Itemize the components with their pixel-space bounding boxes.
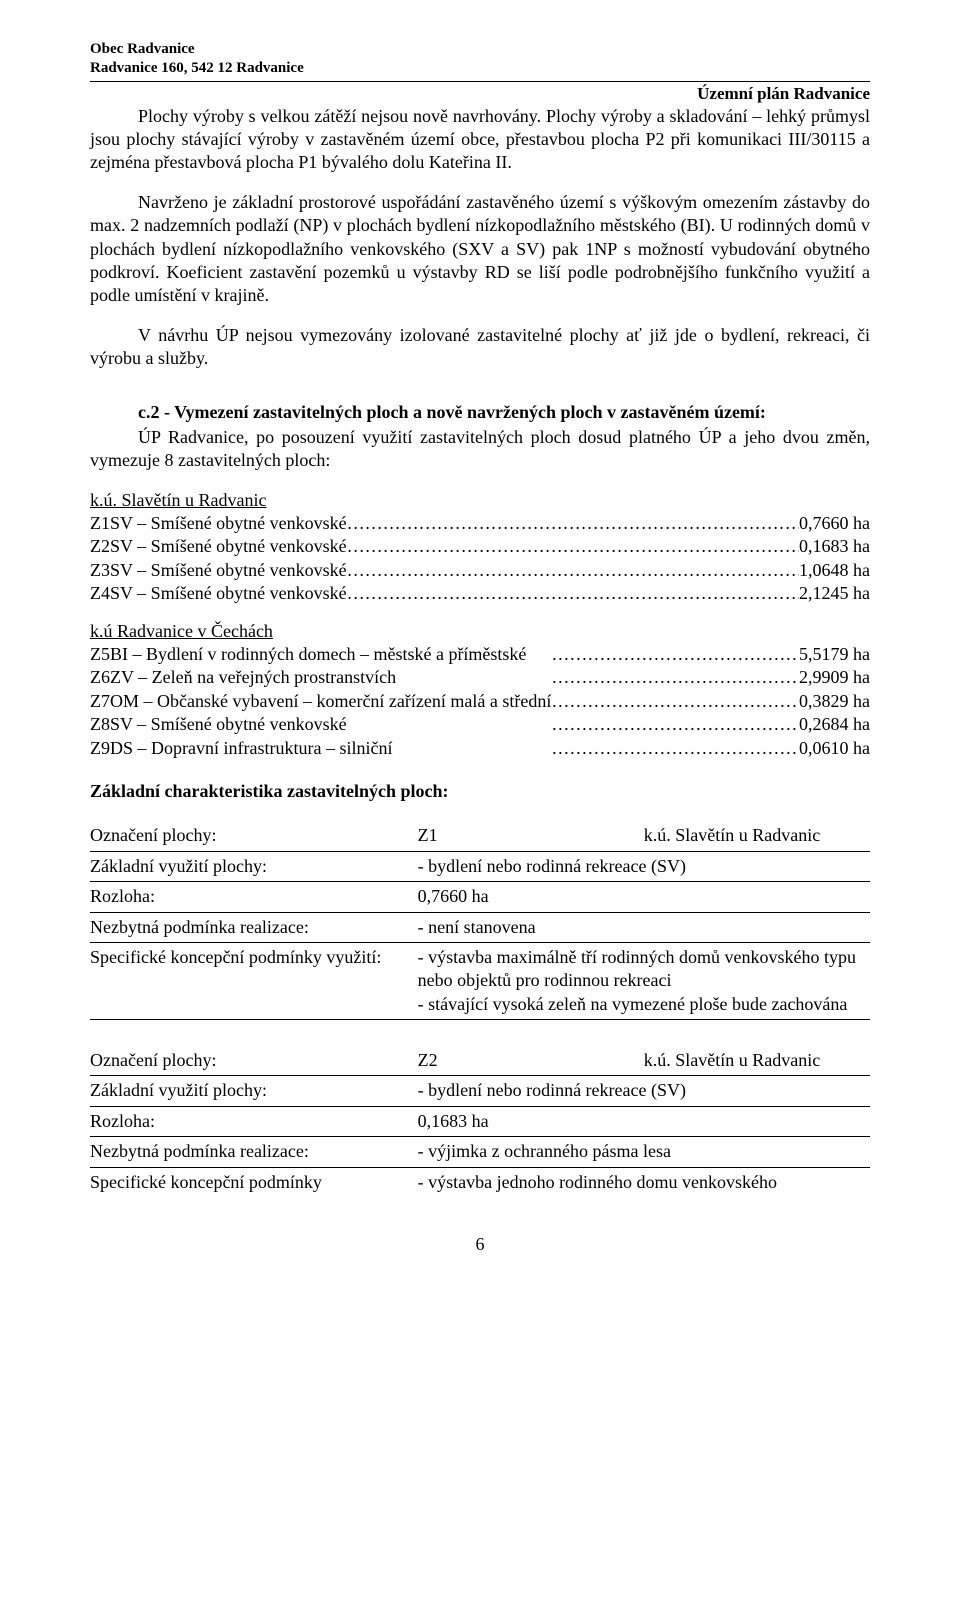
table-row: Označení plochy: Z2 k.ú. Slavětín u Radv… [90, 1046, 870, 1076]
page: Obec Radvanice Radvanice 160, 542 12 Rad… [0, 0, 960, 1296]
zone-label: DS – Dopravní infrastruktura – silniční [110, 737, 551, 760]
zone-value: 0,0610 ha [799, 737, 870, 760]
table-row: Základní využití plochy: - bydlení nebo … [90, 1076, 870, 1106]
zone-code: Z8 [90, 713, 110, 736]
dots [347, 512, 799, 535]
paragraph-1: Plochy výroby s velkou zátěží nejsou nov… [90, 105, 870, 175]
zone-label: SV – Smíšené obytné venkovské [110, 559, 347, 582]
zone-value: 0,1683 ha [799, 535, 870, 558]
zone-code: Z1 [90, 512, 110, 535]
table-row: Z9 DS – Dopravní infrastruktura – silnič… [90, 737, 870, 760]
header-left: Obec Radvanice Radvanice 160, 542 12 Rad… [90, 40, 870, 78]
table-row: Označení plochy: Z1 k.ú. Slavětín u Radv… [90, 821, 870, 851]
characteristics-table-z2: Označení plochy: Z2 k.ú. Slavětín u Radv… [90, 1046, 870, 1197]
table-row: Z3 SV – Smíšené obytné venkovské 1,0648 … [90, 559, 870, 582]
table-row: Specifické koncepční podmínky využití: -… [90, 942, 870, 1019]
char-label: Nezbytná podmínka realizace: [90, 1137, 418, 1167]
dots [551, 690, 799, 713]
char-value: - bydlení nebo rodinná rekreace (SV) [418, 851, 870, 881]
zone-label: BI – Bydlení v rodinných domech – městsk… [110, 643, 551, 666]
table-row: Z8 SV – Smíšené obytné venkovské 0,2684 … [90, 713, 870, 736]
zone-value: 5,5179 ha [799, 643, 870, 666]
table-row: Rozloha: 0,7660 ha [90, 882, 870, 912]
zone-code: Z2 [90, 535, 110, 558]
zone-code: Z6 [90, 666, 110, 689]
ku2-title: k.ú Radvanice v Čechách [90, 620, 870, 643]
ku1-table: Z1 SV – Smíšené obytné venkovské 0,7660 … [90, 512, 870, 606]
zone-label: SV – Smíšené obytné venkovské [110, 582, 347, 605]
dots [551, 737, 799, 760]
table-row: Z6 ZV – Zeleň na veřejných prostranstvíc… [90, 666, 870, 689]
char-label: Základní využití plochy: [90, 1076, 418, 1106]
zone-label: OM – Občanské vybavení – komerční zaříze… [110, 690, 551, 713]
dots [347, 582, 799, 605]
zone-label: ZV – Zeleň na veřejných prostranstvích [110, 666, 551, 689]
zone-value: 0,2684 ha [799, 713, 870, 736]
char-mid: Z2 [418, 1046, 644, 1076]
table-row: Z2 SV – Smíšené obytné venkovské 0,1683 … [90, 535, 870, 558]
section-c2-intro: ÚP Radvanice, po posouzení využití zasta… [90, 426, 870, 473]
paragraph-3: V návrhu ÚP nejsou vymezovány izolované … [90, 324, 870, 371]
dots [551, 666, 799, 689]
ku2-table: Z5 BI – Bydlení v rodinných domech – měs… [90, 643, 870, 760]
characteristics-title: Základní charakteristika zastavitelných … [90, 780, 870, 803]
zone-value: 1,0648 ha [799, 559, 870, 582]
dots [551, 643, 799, 666]
dots [347, 559, 799, 582]
char-value: - výstavba jednoho rodinného domu venkov… [418, 1167, 870, 1197]
header-line2: Radvanice 160, 542 12 Radvanice [90, 59, 870, 78]
table-row: Nezbytná podmínka realizace: - není stan… [90, 912, 870, 942]
section-c2-title: c.2 - Vymezení zastavitelných ploch a no… [90, 401, 870, 424]
paragraph-2: Navrženo je základní prostorové uspořádá… [90, 191, 870, 308]
char-value: - výjimka z ochranného pásma lesa [418, 1137, 870, 1167]
table-row: Z7 OM – Občanské vybavení – komerční zař… [90, 690, 870, 713]
header-divider [90, 81, 870, 82]
table-row: Rozloha: 0,1683 ha [90, 1106, 870, 1136]
zone-value: 2,9909 ha [799, 666, 870, 689]
char-right: k.ú. Slavětín u Radvanic [644, 821, 870, 851]
zone-code: Z7 [90, 690, 110, 713]
zone-code: Z4 [90, 582, 110, 605]
char-value: 0,7660 ha [418, 882, 870, 912]
char-label: Označení plochy: [90, 821, 418, 851]
zone-value: 0,7660 ha [799, 512, 870, 535]
zone-value: 2,1245 ha [799, 582, 870, 605]
table-row: Z1 SV – Smíšené obytné venkovské 0,7660 … [90, 512, 870, 535]
char-label: Specifické koncepční podmínky využití: [90, 942, 418, 1019]
char-label: Základní využití plochy: [90, 851, 418, 881]
table-row: Z5 BI – Bydlení v rodinných domech – měs… [90, 643, 870, 666]
dots [347, 535, 799, 558]
char-mid: Z1 [418, 821, 644, 851]
ku1-title: k.ú. Slavětín u Radvanic [90, 489, 870, 512]
char-label: Nezbytná podmínka realizace: [90, 912, 418, 942]
char-value: - bydlení nebo rodinná rekreace (SV) [418, 1076, 870, 1106]
table-row: Specifické koncepční podmínky - výstavba… [90, 1167, 870, 1197]
header-line1: Obec Radvanice [90, 40, 870, 59]
zone-value: 0,3829 ha [799, 690, 870, 713]
dots [551, 713, 799, 736]
zone-label: SV – Smíšené obytné venkovské [110, 713, 551, 736]
char-label: Označení plochy: [90, 1046, 418, 1076]
zone-code: Z3 [90, 559, 110, 582]
zone-code: Z5 [90, 643, 110, 666]
zone-code: Z9 [90, 737, 110, 760]
page-number: 6 [90, 1233, 870, 1256]
char-label: Rozloha: [90, 1106, 418, 1136]
table-row: Z4 SV – Smíšené obytné venkovské 2,1245 … [90, 582, 870, 605]
header-right: Územní plán Radvanice [90, 83, 870, 105]
char-value: 0,1683 ha [418, 1106, 870, 1136]
zone-label: SV – Smíšené obytné venkovské [110, 535, 347, 558]
char-label: Specifické koncepční podmínky [90, 1167, 418, 1197]
table-row: Nezbytná podmínka realizace: - výjimka z… [90, 1137, 870, 1167]
characteristics-table-z1: Označení plochy: Z1 k.ú. Slavětín u Radv… [90, 821, 870, 1020]
char-value: - není stanovena [418, 912, 870, 942]
zone-label: SV – Smíšené obytné venkovské [110, 512, 347, 535]
char-value: - výstavba maximálně tří rodinných domů … [418, 942, 870, 1019]
table-row: Základní využití plochy: - bydlení nebo … [90, 851, 870, 881]
char-label: Rozloha: [90, 882, 418, 912]
char-right: k.ú. Slavětín u Radvanic [644, 1046, 870, 1076]
